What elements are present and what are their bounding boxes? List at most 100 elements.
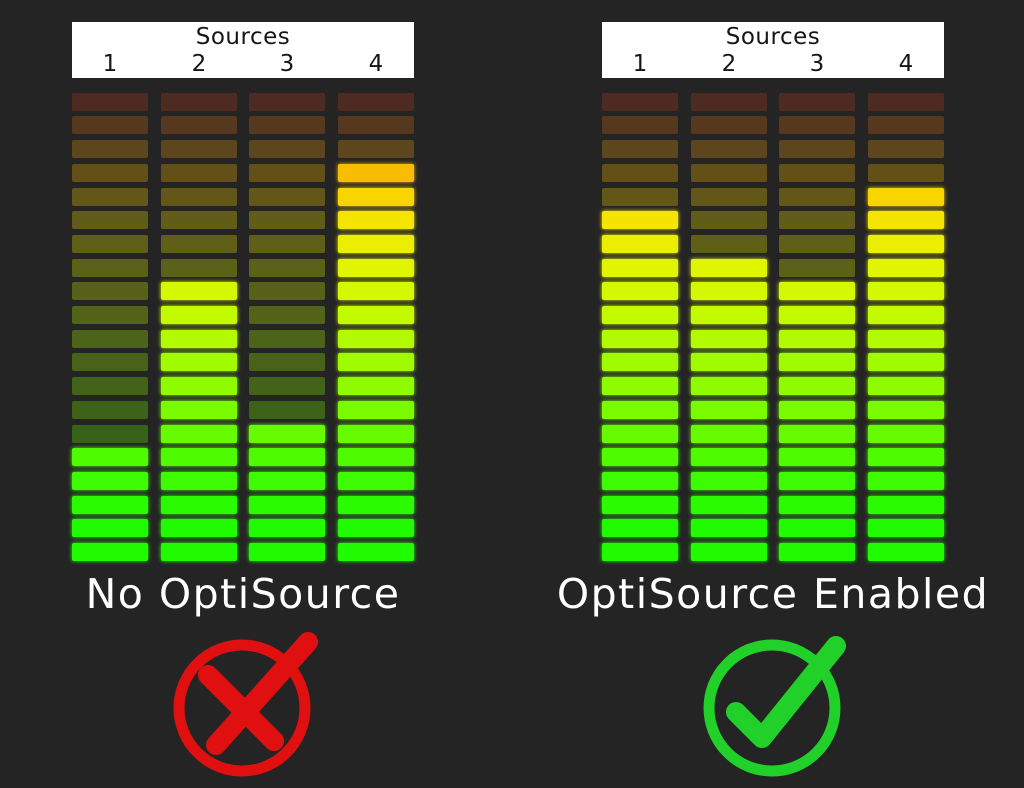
meter-segment (338, 330, 414, 348)
meter-segment (779, 448, 855, 466)
meter-segment (602, 235, 678, 253)
meter-segment (691, 306, 767, 324)
meter-segment (868, 188, 944, 206)
meter-segment (691, 93, 767, 111)
meter-segment (72, 235, 148, 253)
meter-segment (249, 164, 325, 182)
meter-segment (868, 353, 944, 371)
meter-segment (691, 543, 767, 561)
meter-segment (72, 282, 148, 300)
meter-segment (868, 425, 944, 443)
meter-segment (602, 472, 678, 490)
meter-segment (602, 377, 678, 395)
meter-segment (72, 519, 148, 537)
meter-segment (602, 306, 678, 324)
level-meter-source-3 (779, 90, 855, 561)
meter-segment (691, 472, 767, 490)
meter-segment (161, 472, 237, 490)
meter-segment (602, 448, 678, 466)
sources-title: Sources (195, 24, 291, 50)
meter-segment (602, 401, 678, 419)
meter-segment (338, 235, 414, 253)
meter-segment (249, 401, 325, 419)
meter-segment (161, 425, 237, 443)
meter-segment (868, 282, 944, 300)
meter-segment (249, 116, 325, 134)
meter-segment (868, 259, 944, 277)
meter-segment (691, 377, 767, 395)
meter-segment (602, 211, 678, 229)
meter-segment (249, 448, 325, 466)
meter-segment (249, 93, 325, 111)
meter-segment (72, 353, 148, 371)
meter-segment (779, 282, 855, 300)
meter-segment (249, 353, 325, 371)
meter-segment (161, 543, 237, 561)
meter-segment (338, 93, 414, 111)
meter-segment (602, 543, 678, 561)
meter-segment (691, 188, 767, 206)
meter-segment (338, 306, 414, 324)
meter-segment (72, 377, 148, 395)
meter-segment (249, 306, 325, 324)
meter-segment (779, 235, 855, 253)
meter-segment (338, 519, 414, 537)
meter-segment (779, 496, 855, 514)
meter-segment (602, 164, 678, 182)
meter-segment (691, 164, 767, 182)
meter-segment (338, 140, 414, 158)
meter-segment (161, 259, 237, 277)
meter-segment (161, 235, 237, 253)
meter-segment (338, 496, 414, 514)
source-number-1: 1 (102, 51, 118, 77)
meter-segment (868, 235, 944, 253)
meter-segment (161, 496, 237, 514)
meter-segment (868, 377, 944, 395)
meter-segment (249, 543, 325, 561)
source-number-3: 3 (809, 51, 825, 77)
meter-segment (161, 401, 237, 419)
meter-segment (779, 519, 855, 537)
meter-segment (338, 425, 414, 443)
meter-segment (338, 401, 414, 419)
meter-segment (338, 211, 414, 229)
meter-segment (72, 425, 148, 443)
meter-segment (602, 353, 678, 371)
source-number-2: 2 (191, 51, 207, 77)
meter-segment (161, 140, 237, 158)
source-number-2: 2 (721, 51, 737, 77)
meter-segment (602, 282, 678, 300)
meter-segment (161, 164, 237, 182)
meter-segment (691, 353, 767, 371)
meter-segment (72, 472, 148, 490)
meter-segment (868, 519, 944, 537)
meter-segment (868, 472, 944, 490)
meter-segment (338, 472, 414, 490)
meter-segment (602, 425, 678, 443)
meter-segment (691, 448, 767, 466)
meter-segment (72, 211, 148, 229)
meter-segment (249, 211, 325, 229)
meter-segment (602, 188, 678, 206)
meter-segment (249, 282, 325, 300)
meter-segment (602, 519, 678, 537)
source-number-4: 4 (368, 51, 384, 77)
meter-segment (868, 543, 944, 561)
meter-segment (72, 188, 148, 206)
panel-optisource-enabled: Sources 1 2 3 4 OptiSource Enabled (557, 0, 988, 788)
meter-segment (691, 401, 767, 419)
meter-segment (602, 116, 678, 134)
meter-segment (602, 140, 678, 158)
meter-segment (691, 116, 767, 134)
meter-segment (691, 235, 767, 253)
meter-segment (249, 496, 325, 514)
meter-segment (338, 353, 414, 371)
meter-segment (72, 93, 148, 111)
meter-segment (779, 259, 855, 277)
meter-segment (691, 140, 767, 158)
meter-segment (779, 188, 855, 206)
meter-segment (602, 496, 678, 514)
meter-segment (779, 164, 855, 182)
level-meter-source-2 (691, 90, 767, 561)
meter-segment (161, 519, 237, 537)
